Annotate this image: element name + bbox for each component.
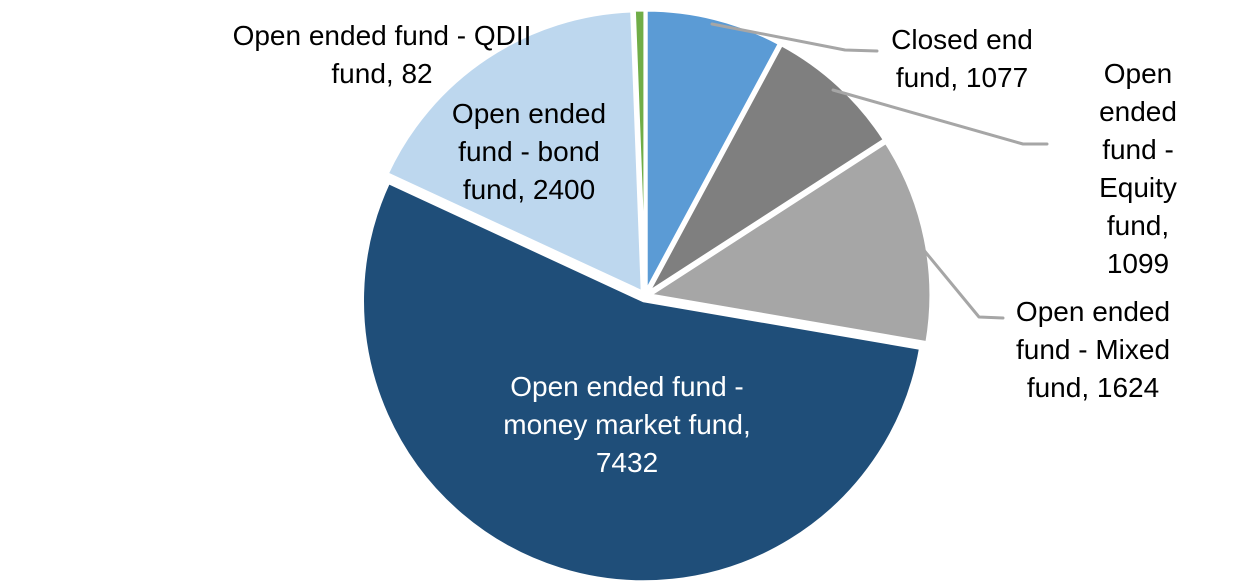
leader-lines: [710, 22, 1049, 320]
pie-slice-closed-end-fund: [644, 8, 781, 293]
leader-line-closed-end-fund: [710, 22, 879, 53]
pie-slice-open-ended-fund-money-market-fund: [361, 181, 922, 584]
leader-line-mixed-fund: [916, 241, 1005, 320]
pie-slice-open-ended-fund-bond-fund: [385, 9, 644, 294]
pie-slices: [361, 8, 933, 584]
leader-line-equity-fund: [831, 88, 1049, 146]
pie-slice-open-ended-fund-qdii-fund: [632, 8, 647, 293]
pie-slice-open-ended-fund-equity-fund: [646, 43, 886, 294]
pie-slice-open-ended-fund-mixed-fund: [648, 140, 933, 345]
